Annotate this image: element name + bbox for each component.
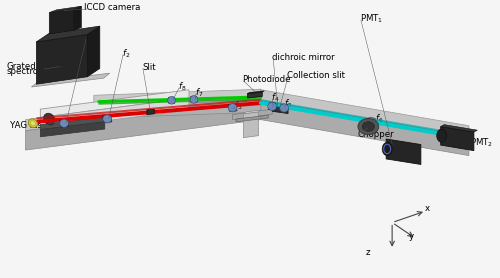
Ellipse shape	[168, 96, 175, 104]
Text: y: y	[408, 232, 414, 241]
Polygon shape	[244, 110, 261, 114]
Polygon shape	[50, 6, 82, 13]
Text: Slit: Slit	[142, 63, 156, 71]
Text: Grated: Grated	[6, 62, 36, 71]
Polygon shape	[74, 6, 82, 30]
Text: $f_2$: $f_2$	[122, 47, 130, 59]
Polygon shape	[191, 96, 197, 103]
Ellipse shape	[358, 118, 378, 135]
Ellipse shape	[28, 119, 38, 128]
Ellipse shape	[190, 96, 198, 103]
Polygon shape	[147, 109, 154, 115]
Polygon shape	[244, 112, 258, 138]
Polygon shape	[88, 26, 100, 77]
Text: $f_7$: $f_7$	[195, 86, 203, 99]
Text: $f_3$: $f_3$	[234, 100, 242, 112]
Polygon shape	[261, 100, 469, 156]
Polygon shape	[40, 122, 104, 137]
Polygon shape	[440, 126, 474, 151]
Polygon shape	[50, 9, 74, 34]
Text: YAG laser: YAG laser	[10, 121, 50, 130]
Ellipse shape	[30, 121, 36, 126]
Ellipse shape	[103, 115, 112, 123]
Polygon shape	[36, 34, 88, 84]
Polygon shape	[272, 106, 288, 113]
Text: $f_1$: $f_1$	[85, 32, 93, 44]
Polygon shape	[261, 90, 469, 136]
Text: $f_4$: $f_4$	[271, 92, 280, 104]
Polygon shape	[94, 89, 261, 106]
Text: dichroic mirror: dichroic mirror	[272, 53, 335, 62]
Polygon shape	[228, 104, 237, 111]
Ellipse shape	[367, 117, 376, 126]
Ellipse shape	[436, 129, 446, 142]
Text: $f_5$: $f_5$	[284, 97, 292, 110]
Ellipse shape	[382, 142, 392, 156]
Text: $f_6$: $f_6$	[375, 113, 383, 125]
Polygon shape	[280, 105, 288, 112]
Polygon shape	[232, 109, 272, 120]
Ellipse shape	[280, 104, 288, 112]
Polygon shape	[440, 125, 478, 132]
Polygon shape	[102, 115, 112, 123]
Ellipse shape	[44, 113, 55, 125]
Text: Collection slit: Collection slit	[287, 71, 345, 80]
Ellipse shape	[268, 102, 276, 111]
Text: ICCD camera: ICCD camera	[84, 3, 140, 12]
Polygon shape	[32, 73, 110, 87]
Text: Photodiode: Photodiode	[242, 75, 291, 84]
Polygon shape	[248, 91, 264, 94]
Polygon shape	[26, 100, 261, 150]
Polygon shape	[36, 26, 100, 42]
Text: $f_8$: $f_8$	[178, 80, 186, 93]
Text: spectrograph: spectrograph	[6, 67, 64, 76]
Polygon shape	[94, 100, 261, 118]
Polygon shape	[268, 103, 276, 110]
Polygon shape	[26, 89, 261, 131]
Polygon shape	[60, 120, 69, 127]
Text: PMT$_1$: PMT$_1$	[360, 13, 383, 25]
Text: PMT$_2$: PMT$_2$	[470, 136, 494, 148]
Polygon shape	[236, 115, 268, 122]
Polygon shape	[40, 117, 104, 130]
Text: Chopper: Chopper	[358, 130, 394, 139]
Polygon shape	[168, 97, 175, 103]
Polygon shape	[248, 92, 262, 98]
Ellipse shape	[228, 104, 237, 112]
Text: z: z	[366, 248, 370, 257]
Polygon shape	[40, 90, 189, 117]
Polygon shape	[368, 118, 375, 125]
Polygon shape	[386, 139, 421, 165]
Polygon shape	[40, 98, 189, 129]
Ellipse shape	[362, 122, 374, 131]
Ellipse shape	[60, 119, 68, 127]
Text: x: x	[425, 204, 430, 213]
